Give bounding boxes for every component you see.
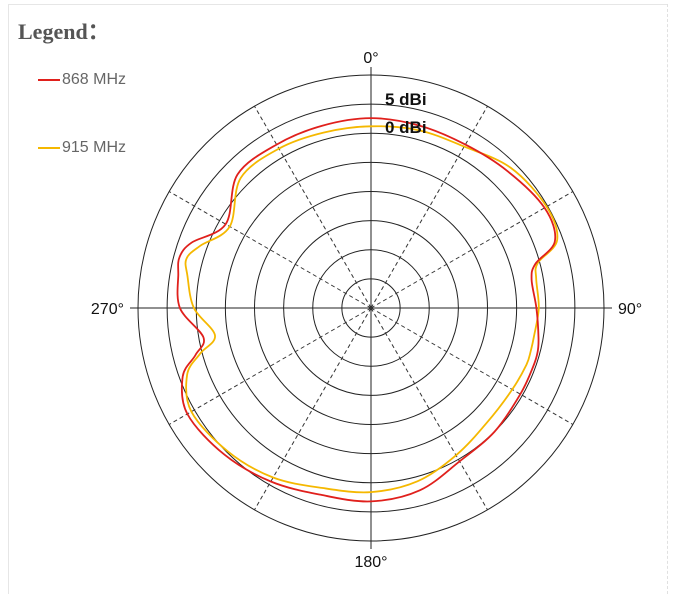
ring-label-0: 5 dBi <box>385 90 427 109</box>
frame-left-border <box>8 4 9 594</box>
legend-label-868: 868 MHz <box>62 71 127 88</box>
ring-label-1: 0 dBi <box>385 118 427 137</box>
grid-spoke <box>168 191 372 309</box>
legend-swatch-868 <box>38 79 60 81</box>
grid-spoke <box>370 307 488 511</box>
grid-spoke <box>370 307 574 425</box>
grid-spoke <box>254 105 372 309</box>
radiation-curves <box>176 117 559 503</box>
legend-swatch-915 <box>38 147 60 149</box>
grid-spoke <box>168 307 372 425</box>
legend-label-915: 915 MHz <box>62 139 127 156</box>
polar-grid <box>130 67 612 549</box>
frame-top-border <box>8 4 668 5</box>
polar-labels: 0° 90° 180° 270° 5 dBi 0 dBi <box>91 50 642 571</box>
frame-right-border <box>667 4 668 594</box>
grid-spoke <box>370 105 488 309</box>
angle-label-180: 180° <box>354 554 387 571</box>
legend-item-868: 868 MHz <box>38 70 126 90</box>
legend-item-915: 915 MHz <box>38 138 126 158</box>
angle-label-90: 90° <box>618 301 642 318</box>
series-curve-868-mhz <box>176 117 557 503</box>
legend-title: Legend： <box>18 19 110 44</box>
angle-label-270: 270° <box>91 301 124 318</box>
angle-label-0: 0° <box>363 50 378 67</box>
grid-spoke <box>254 307 372 511</box>
grid-spoke <box>370 191 574 309</box>
series-curve-915-mhz <box>184 125 559 494</box>
